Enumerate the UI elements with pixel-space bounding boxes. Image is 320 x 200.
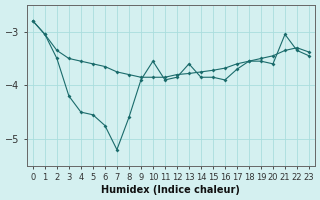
X-axis label: Humidex (Indice chaleur): Humidex (Indice chaleur) [101, 185, 240, 195]
